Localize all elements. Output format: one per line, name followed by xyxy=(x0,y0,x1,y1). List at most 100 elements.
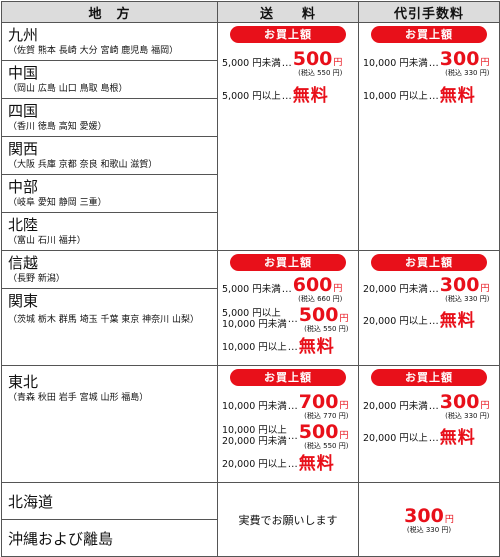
leader-dots: … xyxy=(287,458,298,470)
region-prefectures: （富山 石川 福井） xyxy=(8,236,86,246)
price-value: 300 xyxy=(439,274,480,296)
purchase-amount-badge: お買上額 xyxy=(371,26,487,43)
condition-text: 20,000 円未満 xyxy=(363,283,428,295)
region-name: 四国 xyxy=(8,102,39,120)
region-hokkaido: 北海道 xyxy=(1,482,218,520)
shipping-cell-group3: お買上額 10,000 円未満 … 700円 (税込 770 円) 10,000… xyxy=(217,365,359,483)
free-label: 無料 xyxy=(292,86,329,106)
region-prefectures: （長野 新潟） xyxy=(8,274,65,284)
region-name: 関東 xyxy=(8,292,39,310)
header-cod: 代引手数料 xyxy=(358,1,500,23)
leader-dots: … xyxy=(281,283,292,295)
region-name: 信越 xyxy=(8,254,39,272)
leader-dots: … xyxy=(428,283,439,295)
yen-unit: 円 xyxy=(480,58,490,68)
tax-included-price: (税込 330 円) xyxy=(445,69,490,77)
header-shipping: 送 料 xyxy=(217,1,359,23)
region-kansai: 関西 （大阪 兵庫 京都 奈良 和歌山 滋賀） xyxy=(1,136,218,175)
tax-included-price: (税込 660 円) xyxy=(298,295,343,303)
tax-included-price: (税込 550 円) xyxy=(298,69,343,77)
price-value: 500 xyxy=(298,421,339,443)
condition-text: 5,000 円以上 xyxy=(222,308,281,319)
leader-dots: … xyxy=(428,432,439,444)
purchase-amount-badge: お買上額 xyxy=(230,254,346,271)
region-okinawa: 沖縄および離島 xyxy=(1,519,218,557)
region-name: 九州 xyxy=(8,26,39,44)
purchase-amount-badge: お買上額 xyxy=(230,26,346,43)
price-value: 700 xyxy=(298,391,339,413)
shipping-rate-row: 10,000 円以上 20,000 円未満 … 500円 (税込 550 円) xyxy=(222,422,354,450)
leader-dots: … xyxy=(428,90,439,102)
shipping-free-row: 20,000 円以上 … 無料 xyxy=(222,454,354,474)
region-prefectures: （岐阜 愛知 静岡 三重） xyxy=(8,198,107,208)
purchase-amount-badge: お買上額 xyxy=(371,254,487,271)
free-label: 無料 xyxy=(439,86,476,106)
shipping-free-row: 10,000 円以上 … 無料 xyxy=(222,337,354,357)
free-label: 無料 xyxy=(298,454,335,474)
condition-text: 20,000 円以上 xyxy=(222,458,287,470)
condition-text: 20,000 円以上 xyxy=(363,315,428,327)
region-shinetsu: 信越 （長野 新潟） xyxy=(1,250,218,289)
header-row: 地 方 送 料 代引手数料 xyxy=(1,1,500,23)
shipping-rate-row: 5,000 円未満 … 600円 (税込 660 円) xyxy=(222,275,354,303)
condition-text: 20,000 円未満 xyxy=(363,400,428,412)
region-chubu: 中部 （岐阜 愛知 静岡 三重） xyxy=(1,174,218,213)
cod-cell-group3: お買上額 20,000 円未満 … 300円 (税込 330 円) 20,000… xyxy=(358,365,500,483)
yen-unit: 円 xyxy=(480,284,490,294)
tax-included-price: (税込 770 円) xyxy=(304,412,349,420)
purchase-amount-badge: お買上額 xyxy=(371,369,487,386)
condition-text: 5,000 円未満 xyxy=(222,57,281,69)
region-kyushu: 九州 （佐賀 熊本 長崎 大分 宮崎 鹿児島 福岡） xyxy=(1,22,218,61)
cod-cell-group1: お買上額 10,000 円未満 … 300円 (税込 330 円) 10,000… xyxy=(358,22,500,251)
leader-dots: … xyxy=(287,341,298,353)
cod-cell-group4: 300円 (税込 330 円) xyxy=(358,482,500,557)
condition-text: 10,000 円以上 xyxy=(363,90,428,102)
region-prefectures: （青森 秋田 岩手 宮城 山形 福島） xyxy=(8,393,149,403)
condition-text: 20,000 円以上 xyxy=(363,432,428,444)
tax-included-price: (税込 330 円) xyxy=(406,525,452,534)
free-label: 無料 xyxy=(439,311,476,331)
price-value: 300 xyxy=(404,504,444,527)
shipping-rate-row: 5,000 円以上 10,000 円未満 … 500円 (税込 550 円) xyxy=(222,305,354,333)
shipping-free-row: 5,000 円以上 … 無料 xyxy=(222,86,354,106)
condition-text: 10,000 円未満 xyxy=(222,319,287,330)
region-name: 沖縄および離島 xyxy=(8,529,114,548)
condition-text: 10,000 円以上 xyxy=(222,341,287,353)
leader-dots: … xyxy=(281,90,292,102)
leader-dots: … xyxy=(428,315,439,327)
cod-rate-row: 10,000 円未満 … 300円 (税込 330 円) xyxy=(363,49,495,77)
free-label: 無料 xyxy=(298,337,335,357)
condition-text: 10,000 円未満 xyxy=(222,400,287,412)
region-prefectures: （茨城 栃木 群馬 埼玉 千葉 東京 神奈川 山梨） xyxy=(8,315,200,325)
leader-dots: … xyxy=(287,313,298,325)
region-name: 関西 xyxy=(8,140,39,158)
actual-cost-text: 実費でお願いします xyxy=(238,513,338,527)
yen-unit: 円 xyxy=(333,58,343,68)
condition-text: 10,000 円未満 xyxy=(363,57,428,69)
tax-included-price: (税込 330 円) xyxy=(445,412,490,420)
price-value: 300 xyxy=(439,391,480,413)
cod-free-row: 10,000 円以上 … 無料 xyxy=(363,86,495,106)
yen-unit: 円 xyxy=(333,284,343,294)
shipping-cell-group1: お買上額 5,000 円未満 … 500円 (税込 550 円) 5,000 円… xyxy=(217,22,359,251)
region-chugoku: 中国 （岡山 広島 山口 鳥取 島根） xyxy=(1,60,218,99)
header-region: 地 方 xyxy=(1,1,218,23)
region-name: 北海道 xyxy=(8,492,54,511)
yen-unit: 円 xyxy=(480,401,490,411)
cod-rate-row: 20,000 円未満 … 300円 (税込 330 円) xyxy=(363,392,495,420)
condition-text: 5,000 円以上 xyxy=(222,90,281,102)
region-prefectures: （香川 徳島 高知 愛媛） xyxy=(8,122,107,132)
shipping-cell-group4: 実費でお願いします xyxy=(217,482,359,557)
cod-free-row: 20,000 円以上 … 無料 xyxy=(363,428,495,448)
price-value: 300 xyxy=(439,48,480,70)
cod-free-row: 20,000 円以上 … 無料 xyxy=(363,311,495,331)
region-prefectures: （佐賀 熊本 長崎 大分 宮崎 鹿児島 福岡） xyxy=(8,46,179,56)
cod-cell-group2: お買上額 20,000 円未満 … 300円 (税込 330 円) 20,000… xyxy=(358,250,500,366)
tax-included-price: (税込 330 円) xyxy=(445,295,490,303)
price-value: 500 xyxy=(298,304,339,326)
cod-rate-row: 20,000 円未満 … 300円 (税込 330 円) xyxy=(363,275,495,303)
purchase-amount-badge: お買上額 xyxy=(230,369,346,386)
leader-dots: … xyxy=(281,57,292,69)
yen-unit: 円 xyxy=(339,314,349,324)
yen-unit: 円 xyxy=(339,401,349,411)
